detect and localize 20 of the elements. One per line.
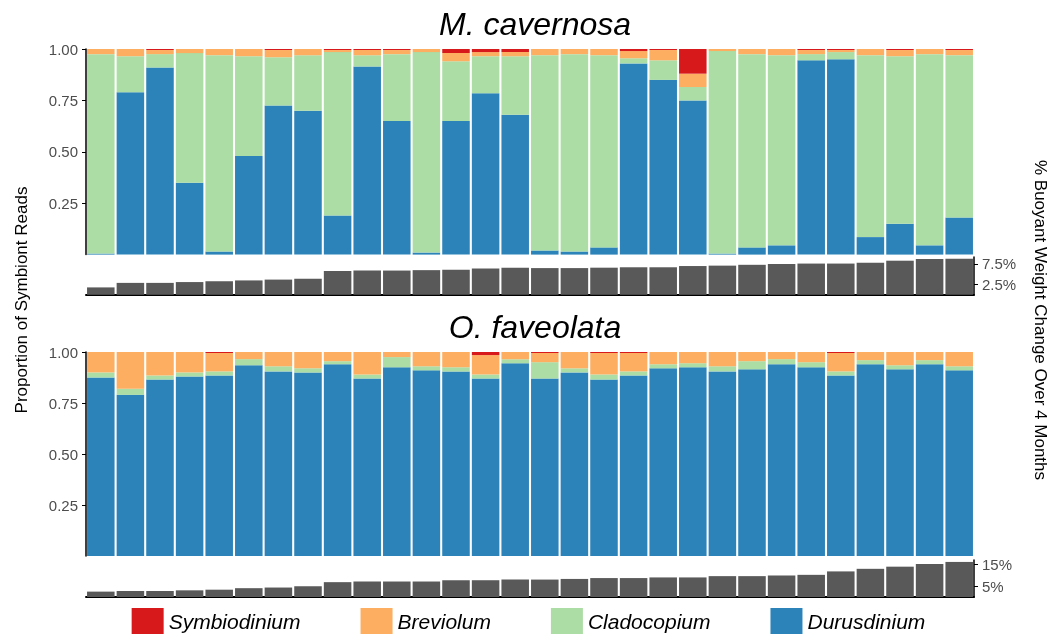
y-tick-label: 0.25: [48, 194, 78, 212]
legend-label: Breviolum: [397, 609, 491, 633]
y-tick-label: 0.75: [48, 91, 78, 109]
y-tick-label: 0.75: [48, 394, 78, 412]
y2-axis-title: % Buoyant Weight Change Over 4 Months: [1030, 159, 1050, 481]
chart-title: O. faveolata: [448, 309, 622, 345]
y-tick-label: 7.5%: [982, 255, 1017, 273]
y-tick-label: 2.5%: [982, 276, 1017, 294]
legend-label: Durusdinium: [807, 609, 926, 633]
y-tick-label: 1.00: [48, 343, 78, 361]
chart-title: M. cavernosa: [438, 6, 632, 42]
legend-label: Cladocopium: [587, 609, 711, 633]
y-tick-label: 1.00: [48, 40, 78, 58]
y-tick-label: 5%: [982, 577, 1004, 595]
y-tick-label: 0.25: [48, 496, 78, 514]
legend-label: Symbiodinium: [168, 609, 301, 633]
y-tick-label: 0.50: [48, 143, 78, 161]
y-tick-label: 0.50: [48, 445, 78, 463]
y-axis-title: Proportion of Symbiont Reads: [12, 186, 32, 414]
y-tick-label: 15%: [982, 556, 1013, 574]
